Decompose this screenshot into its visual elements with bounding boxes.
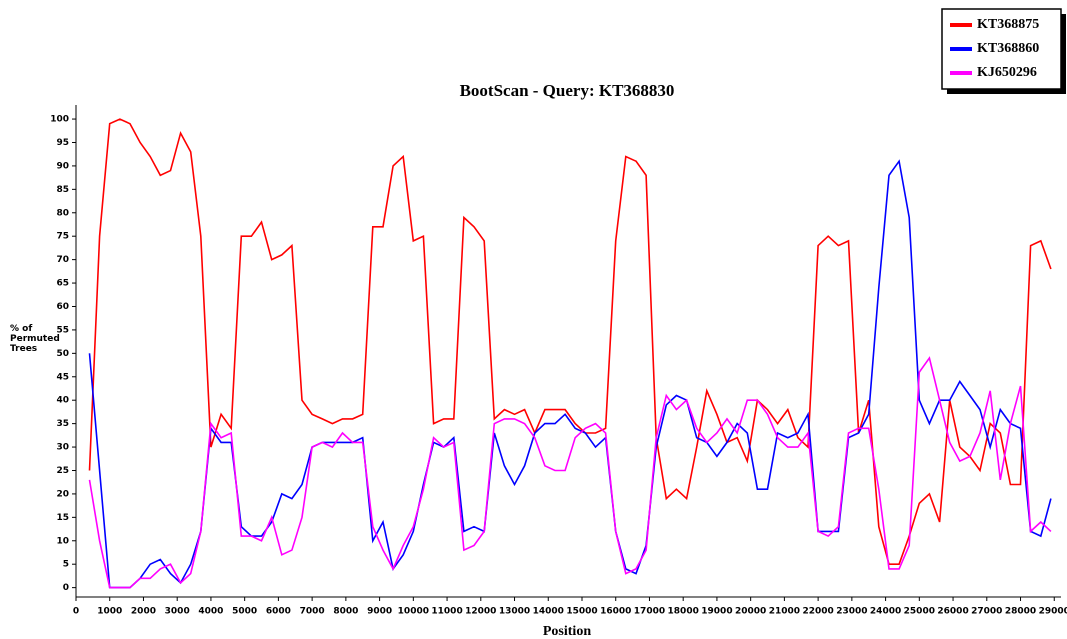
y-tick-label: 60 [56,302,69,312]
y-tick-label: 20 [56,489,69,499]
x-tick-label: 29000 [1039,607,1067,617]
series-line [88,356,1052,589]
y-tick-label: 15 [56,513,69,523]
y-tick-label: 75 [56,232,69,242]
x-tick-label: 5000 [232,607,257,617]
chart-title: BootScan - Query: KT368830 [460,81,675,100]
y-tick-label: 90 [56,161,69,171]
x-axis-label: Position [543,624,591,639]
y-tick-label: 65 [56,279,69,289]
x-tick-label: 15000 [566,607,597,617]
series-line [88,118,1052,566]
y-tick-label: 100 [50,115,69,125]
x-tick-label: 2000 [131,607,156,617]
y-tick-label: 95 [56,138,69,148]
y-tick-label: 10 [56,536,69,546]
y-tick-label: 70 [56,255,69,265]
x-tick-label: 0 [73,607,79,617]
y-tick-label: 0 [63,583,69,593]
x-tick-label: 26000 [937,607,968,617]
y-axis-label: % of Permuted Trees [10,324,60,354]
x-tick-label: 3000 [165,607,190,617]
x-tick-label: 21000 [769,607,800,617]
y-tick-label: 80 [56,208,69,218]
x-tick-label: 9000 [367,607,392,617]
x-tick-label: 20000 [735,607,766,617]
x-tick-label: 28000 [1005,607,1036,617]
x-tick-label: 11000 [431,607,462,617]
y-tick-label: 50 [56,349,69,359]
x-tick-label: 22000 [802,607,833,617]
legend-label: KT368875 [977,17,1039,32]
x-tick-label: 16000 [600,607,631,617]
x-tick-label: 7000 [300,607,325,617]
x-tick-label: 17000 [634,607,665,617]
y-tick-label: 55 [56,325,69,335]
y-tick-label: 30 [56,443,69,453]
x-tick-label: 14000 [533,607,564,617]
y-tick-label: 35 [56,419,69,429]
x-tick-label: 12000 [465,607,496,617]
x-tick-label: 24000 [870,607,901,617]
legend-label: KJ650296 [977,65,1037,80]
x-tick-label: 6000 [266,607,291,617]
x-tick-label: 19000 [701,607,732,617]
x-tick-label: 23000 [836,607,867,617]
x-tick-label: 25000 [904,607,935,617]
y-tick-label: 45 [56,372,69,382]
series-line [88,159,1052,589]
y-tick-label: 85 [56,185,69,195]
x-tick-label: 13000 [499,607,530,617]
y-tick-label: 40 [56,396,69,406]
x-tick-label: 18000 [668,607,699,617]
y-tick-label: 5 [63,560,69,570]
x-tick-label: 1000 [97,607,122,617]
x-tick-label: 10000 [398,607,429,617]
legend-label: KT368860 [977,41,1039,56]
x-tick-label: 8000 [333,607,358,617]
y-tick-label: 25 [56,466,69,476]
x-tick-label: 27000 [971,607,1002,617]
x-tick-label: 4000 [198,607,223,617]
